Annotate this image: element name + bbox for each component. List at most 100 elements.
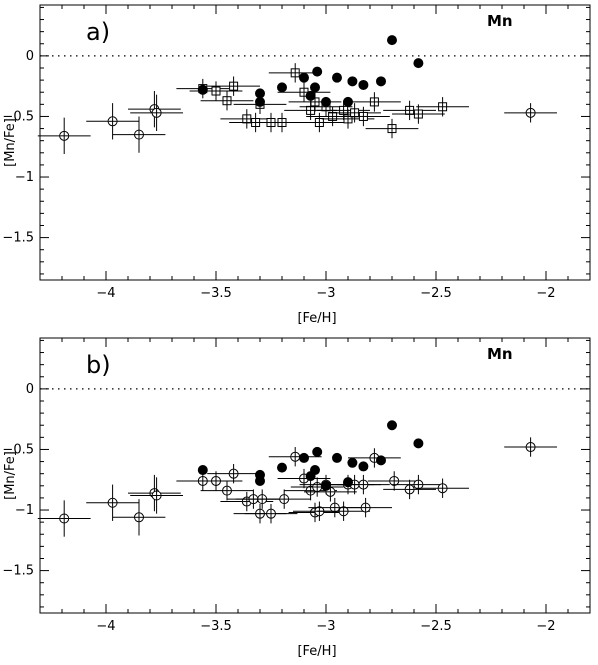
filled-circle-marker [299, 452, 309, 463]
data-point [413, 58, 424, 69]
data-point [413, 438, 424, 449]
data-point [130, 477, 183, 514]
filled-circle-marker [197, 84, 208, 95]
data-point [37, 117, 91, 155]
data-point [317, 501, 370, 521]
data-point [310, 82, 320, 93]
x-tick-label: −4 [96, 286, 115, 301]
data-point [337, 106, 390, 127]
data-point [290, 477, 344, 497]
filled-circle-marker [358, 79, 369, 90]
data-point [367, 471, 421, 491]
filled-circle-marker [312, 446, 323, 457]
data-point [310, 465, 320, 476]
filled-circle-marker [321, 480, 331, 491]
data-point [255, 96, 265, 107]
y-tick-label: −1.5 [2, 231, 34, 246]
filled-circle-marker [358, 461, 369, 472]
data-point [277, 82, 331, 102]
y-tick-label: −0.5 [2, 442, 34, 457]
x-axis-title: [Fe/H] [297, 311, 336, 326]
filled-circle-marker [347, 76, 358, 87]
data-point [328, 103, 381, 123]
data-point [37, 500, 91, 537]
element-label: Mn [487, 345, 513, 363]
data-point [293, 112, 346, 133]
panel-label: a) [86, 18, 110, 46]
data-point [244, 503, 298, 524]
filled-circle-marker [255, 475, 265, 486]
data-point [321, 480, 331, 491]
data-point [197, 84, 208, 95]
filled-circle-marker [255, 88, 265, 99]
y-tick-label: 0 [26, 382, 34, 397]
data-point [376, 76, 386, 87]
data-point [299, 452, 309, 463]
x-tick-label: −3 [316, 619, 335, 634]
filled-circle-marker [376, 76, 386, 87]
filled-circle-marker [310, 82, 320, 93]
x-tick-label: −3.5 [200, 286, 232, 301]
data-point [332, 72, 342, 83]
y-tick-label: −0.5 [2, 109, 34, 124]
filled-circle-marker [197, 465, 208, 476]
x-tick-label: −2.5 [420, 286, 452, 301]
data-point [416, 97, 469, 117]
data-point [347, 76, 358, 87]
filled-circle-marker [277, 82, 287, 93]
filled-circle-marker [343, 477, 353, 488]
filled-circle-marker [312, 66, 323, 77]
data-point [277, 82, 287, 93]
data-point [383, 100, 436, 121]
data-point [220, 109, 274, 129]
data-point [112, 116, 166, 153]
y-tick-label: 0 [26, 49, 34, 64]
data-point [200, 480, 254, 501]
data-point [358, 79, 369, 90]
filled-circle-marker [332, 452, 342, 463]
x-axis-title: [Fe/H] [297, 644, 336, 659]
y-tick-label: −1.5 [2, 564, 34, 579]
data-point [207, 463, 260, 484]
data-point [312, 446, 323, 457]
data-point [337, 474, 390, 495]
data-point [312, 66, 323, 77]
panel-b: −4 −3.5 −3 −2.5 −2 0 −0.5 −1 −1.5 [Fe/H] [Mn/Fe] b)… [2, 337, 591, 659]
data-point [86, 103, 139, 140]
filled-circle-marker [413, 58, 424, 69]
data-point [376, 455, 386, 466]
data-point [392, 104, 445, 124]
data-point [200, 91, 254, 111]
y-tick-label: −1 [15, 170, 34, 185]
data-point [197, 465, 208, 476]
filled-circle-marker [310, 465, 320, 476]
y-axis-title: [Mn/Fe] [3, 118, 18, 167]
filled-circle-marker [413, 438, 424, 449]
data-point [387, 35, 397, 46]
filled-circle-marker [347, 457, 358, 468]
data-point [299, 72, 309, 83]
data-point [112, 499, 166, 536]
y-tick-label: −1 [15, 503, 34, 518]
x-tick-label: −2 [536, 619, 555, 634]
filled-circle-marker [255, 96, 265, 107]
data-point [332, 452, 342, 463]
data-point [348, 92, 401, 112]
filled-circle-marker [305, 90, 316, 101]
data-point [288, 92, 342, 112]
panel-a: −4 −3.5 −3 −2.5 −2 0 −0.5 −1 −1.5 [Fe/H] [Mn/Fe] a)… [2, 4, 591, 326]
data-point [255, 88, 265, 99]
data-point [387, 420, 397, 431]
filled-circle-marker [343, 96, 353, 107]
data-point [392, 474, 445, 495]
filled-circle-marker [277, 462, 287, 473]
data-point [277, 462, 287, 473]
filled-circle-marker [387, 35, 397, 46]
data-point [343, 477, 353, 488]
y-axis-title: [Mn/Fe] [3, 451, 18, 500]
filled-circle-marker [387, 420, 397, 431]
data-point [130, 94, 183, 131]
data-point [358, 461, 369, 472]
data-point [207, 76, 260, 96]
